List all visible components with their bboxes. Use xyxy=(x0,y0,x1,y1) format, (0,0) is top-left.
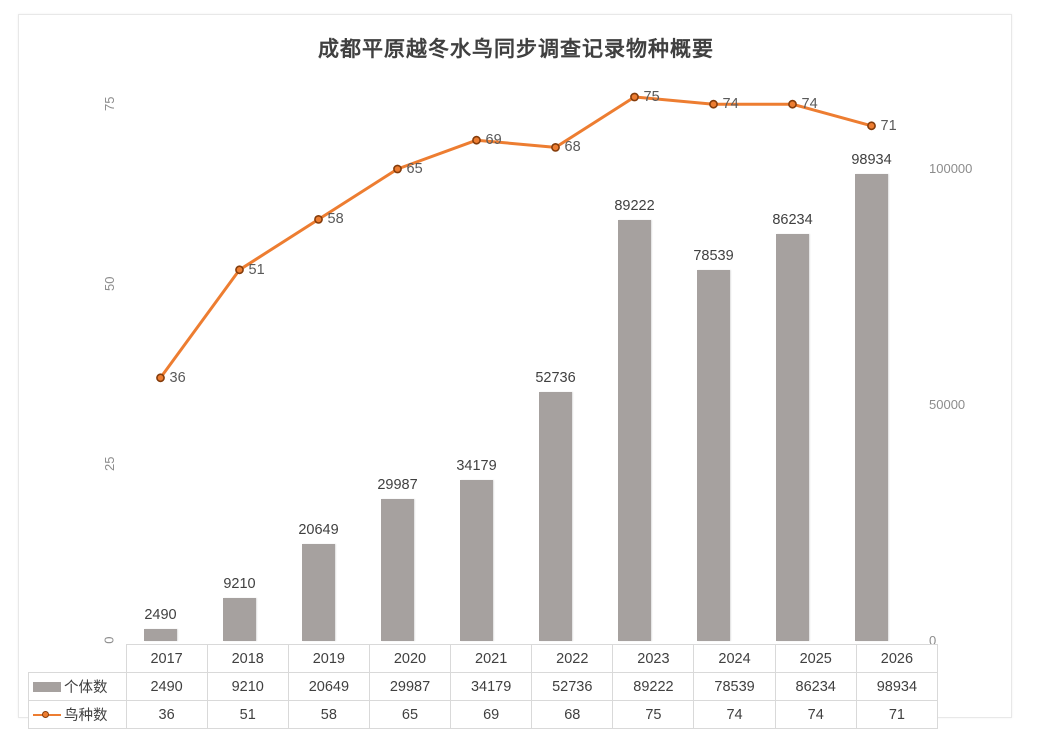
line-path xyxy=(159,95,872,379)
data-table: 2017 2018 2019 2020 2021 2022 2023 2024 2025 2026… xyxy=(28,644,939,729)
table-header-year: 2025 xyxy=(774,644,857,673)
table-cell: 20649 xyxy=(287,672,370,701)
line-data-label: 68 xyxy=(564,139,581,156)
line-marker xyxy=(709,99,718,109)
table-header-year: 2024 xyxy=(693,644,776,673)
right-axis-tick-100000: 100000 xyxy=(929,161,973,176)
table-row: 个体数 2490 9210 20649 29987 34179 52736 89222 7853… xyxy=(28,672,939,701)
bar-data-label: 98934 xyxy=(851,152,892,169)
table-cell: 78539 xyxy=(693,672,776,701)
bar-data-label: 9210 xyxy=(223,575,256,592)
bar xyxy=(697,270,730,641)
table-cell: 51 xyxy=(206,700,289,729)
line-marker xyxy=(630,92,639,102)
bar-data-label: 78539 xyxy=(693,248,734,265)
line-marker xyxy=(314,214,323,224)
line-marker xyxy=(472,135,481,145)
bar-data-label: 29987 xyxy=(377,477,418,494)
left-axis-tick-50: 50 xyxy=(101,276,117,291)
bar-data-label: 89222 xyxy=(614,197,655,214)
table-header-year: 2019 xyxy=(287,644,370,673)
table-cell: 68 xyxy=(531,700,614,729)
line-data-label: 69 xyxy=(485,132,502,149)
bar-data-label: 52736 xyxy=(535,370,576,387)
right-axis-tick-50000: 50000 xyxy=(929,397,966,412)
line-series-layer xyxy=(156,92,876,383)
bar xyxy=(855,174,888,641)
table-cell: 74 xyxy=(774,700,857,729)
bar xyxy=(223,597,256,641)
legend-cell[interactable]: 个体数 xyxy=(28,672,127,701)
line-marker-swatch-icon xyxy=(33,709,61,721)
legend-cell[interactable]: 鸟种数 xyxy=(28,700,127,729)
line-data-label: 74 xyxy=(722,96,739,113)
line-data-label: 65 xyxy=(406,161,423,177)
table-cell: 65 xyxy=(368,700,452,729)
bar xyxy=(539,392,572,641)
line-data-label: 74 xyxy=(801,96,818,113)
table-cell: 9210 xyxy=(206,672,289,701)
line-marker xyxy=(393,164,402,174)
table-row: 鸟种数 36 51 58 65 69 68 75 74 74 71 xyxy=(28,700,939,729)
line-data-label: 71 xyxy=(880,117,897,134)
line-data-label: 75 xyxy=(643,89,660,105)
bar xyxy=(144,629,177,641)
table-header-year: 2017 xyxy=(125,644,208,673)
chart-container: 成都平原越冬水鸟同步调查记录物种概要 0 25 50 75 0 50000 100000 … xyxy=(18,14,1012,729)
table-cell: 98934 xyxy=(855,672,939,701)
table-cell: 52736 xyxy=(531,672,614,701)
table-header-year: 2022 xyxy=(531,644,614,673)
legend-label: 鸟种数 xyxy=(64,708,108,724)
line-marker xyxy=(551,143,560,152)
legend-label: 个体数 xyxy=(64,680,108,696)
bar xyxy=(776,233,809,641)
plot-area: 2490 9210 20649 29987 34179 52736 89222 78539 86… xyxy=(121,75,911,641)
left-axis-tick-75: 75 xyxy=(101,96,117,111)
line-data-label: 51 xyxy=(248,261,265,278)
table-cell: 71 xyxy=(855,700,939,729)
bar-data-label: 20649 xyxy=(298,521,339,538)
bar-data-label: 86234 xyxy=(772,211,813,228)
table-header-year: 2021 xyxy=(450,644,533,673)
table-cell: 29987 xyxy=(368,672,452,701)
table-cell: 74 xyxy=(693,700,776,729)
table-header-year: 2026 xyxy=(855,644,939,673)
chart-title: 成都平原越冬水鸟同步调查记录物种概要 xyxy=(318,38,714,61)
table-header-year: 2020 xyxy=(368,644,452,673)
table-cell: 86234 xyxy=(774,672,857,701)
bar xyxy=(302,543,335,641)
table-cell: 69 xyxy=(450,700,533,729)
table-corner-cell xyxy=(29,645,127,673)
table-cell: 36 xyxy=(125,700,208,729)
table-cell: 2490 xyxy=(125,672,208,701)
table-header-row: 2017 2018 2019 2020 2021 2022 2023 2024 2025 2026 xyxy=(29,644,939,673)
table-cell: 89222 xyxy=(612,672,695,701)
line-marker xyxy=(788,99,797,109)
bar-swatch-icon xyxy=(33,681,61,692)
line-marker xyxy=(156,373,165,383)
bar xyxy=(618,219,651,641)
table-cell: 34179 xyxy=(450,672,533,701)
right-axis-tick-0: 0 xyxy=(929,633,937,648)
table-cell: 58 xyxy=(287,700,370,729)
bar-data-label: 2490 xyxy=(144,607,177,624)
line-data-label: 58 xyxy=(327,211,344,228)
table-header-year: 2023 xyxy=(612,644,695,673)
bar xyxy=(460,479,493,641)
bar-data-label: 34179 xyxy=(456,457,497,474)
line-marker xyxy=(867,121,876,131)
table-header-year: 2018 xyxy=(206,644,289,673)
left-axis-tick-25: 25 xyxy=(101,456,117,471)
line-data-label: 36 xyxy=(169,369,186,386)
left-axis-tick-0: 0 xyxy=(101,636,117,644)
table-cell: 75 xyxy=(612,700,695,729)
bar xyxy=(381,499,414,641)
line-marker xyxy=(235,265,244,275)
